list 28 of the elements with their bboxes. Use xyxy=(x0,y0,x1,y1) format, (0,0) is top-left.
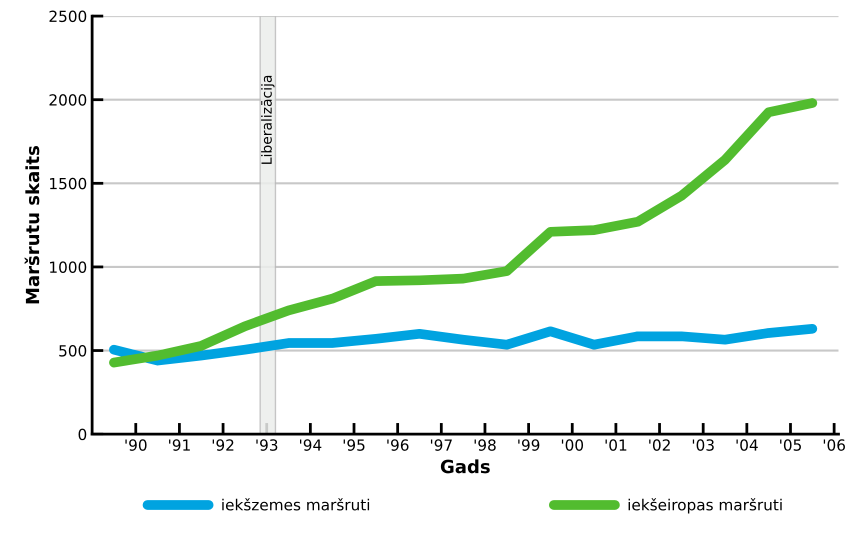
y-tick-label: 500 xyxy=(59,345,86,357)
x-axis-title: Gads xyxy=(440,459,490,474)
y-tick-label: 1000 xyxy=(50,261,86,273)
x-tick-label: '06 xyxy=(824,439,845,451)
y-axis-title: Maršrutu skaits xyxy=(24,146,40,304)
legend-label: iekšzemes maršruti xyxy=(222,498,370,511)
y-tick-label: 0 xyxy=(78,428,86,440)
x-tick-label: '95 xyxy=(344,439,364,451)
x-tick-label: '03 xyxy=(692,439,714,451)
x-tick-label: '90 xyxy=(125,439,147,451)
x-tick-label: '96 xyxy=(387,439,409,451)
x-tick-label: '04 xyxy=(736,439,758,451)
legend-label: iekšeiropas maršruti xyxy=(628,498,782,514)
x-tick-label: '98 xyxy=(474,439,496,451)
x-tick-label: '91 xyxy=(169,439,190,451)
band-label: Liberalizācija xyxy=(261,76,275,164)
y-tick-label: 1500 xyxy=(50,178,86,190)
x-tick-label: '93 xyxy=(256,439,278,451)
x-tick-label: '92 xyxy=(212,439,234,451)
y-tick-label: 2500 xyxy=(50,10,86,22)
x-tick-label: '00 xyxy=(562,439,584,451)
x-tick-label: '05 xyxy=(780,439,801,451)
x-tick-label: '01 xyxy=(606,439,626,451)
x-tick-label: '97 xyxy=(430,439,452,451)
x-tick-label: '02 xyxy=(649,439,670,451)
y-tick-label: 2000 xyxy=(50,94,86,106)
x-tick-label: '94 xyxy=(300,439,322,451)
x-tick-label: '99 xyxy=(518,439,540,451)
